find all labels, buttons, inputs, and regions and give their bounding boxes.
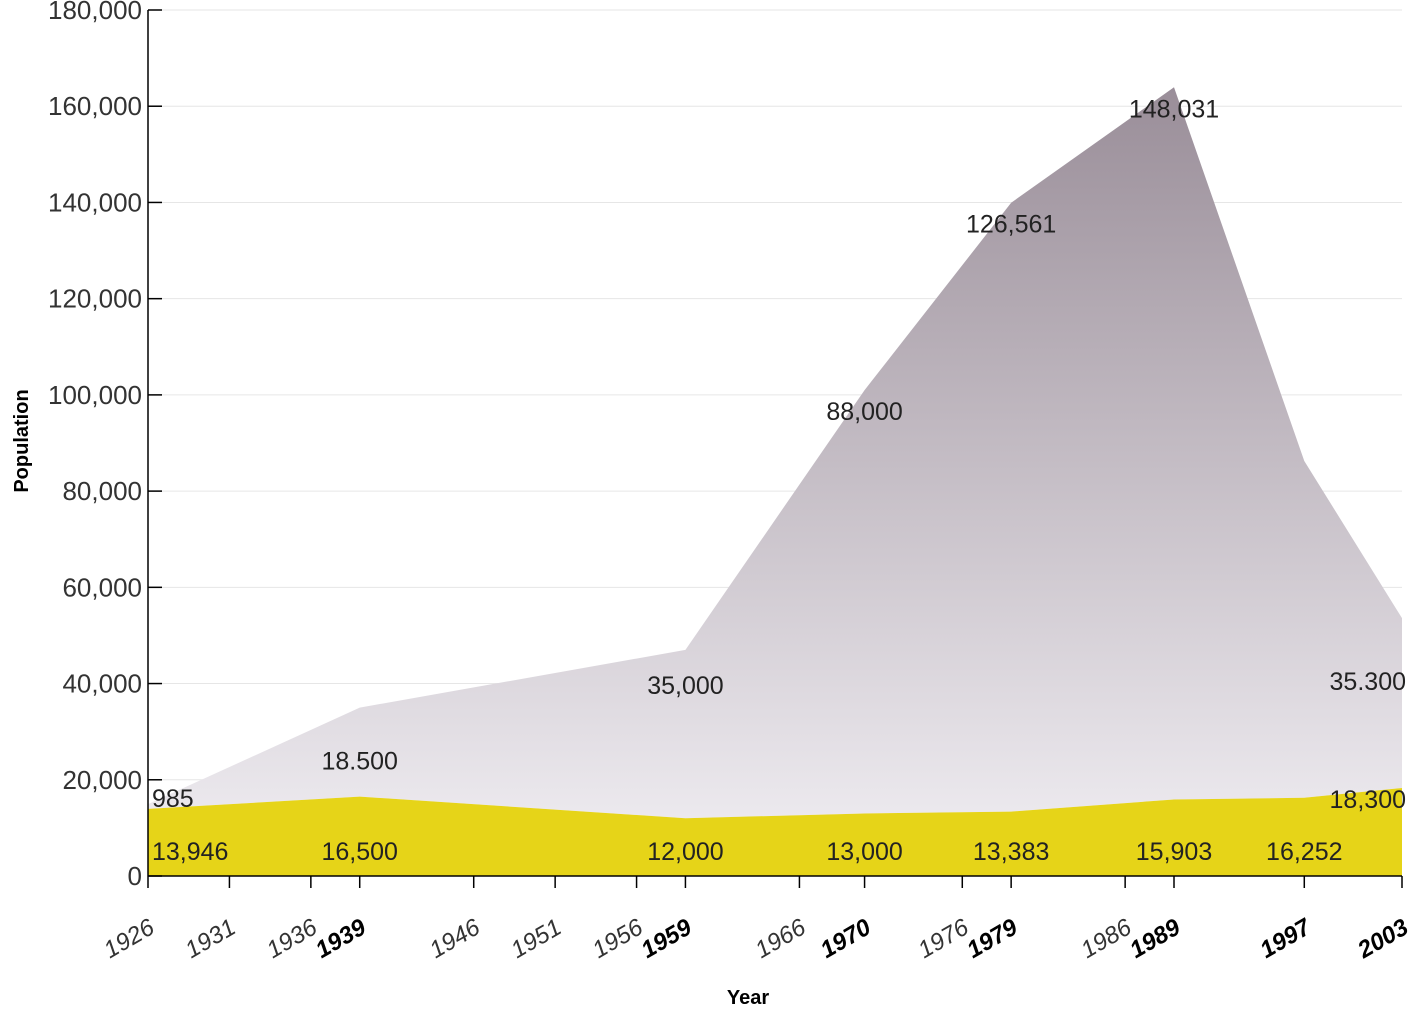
y-tick-label: 180,000 [48,0,142,25]
x-tick-label: 1939 [311,913,371,963]
data-label-gray: 88,000 [826,398,902,426]
x-tick-label: 1997 [1256,913,1317,964]
x-tick-label: 1951 [506,914,566,964]
y-tick-label: 0 [128,861,142,891]
data-label-gray: 126,561 [966,211,1056,239]
x-tick-label: 1989 [1125,913,1185,963]
x-tick-label: 1926 [99,913,159,963]
y-tick-label: 120,000 [48,284,142,314]
x-tick-label: 1979 [962,913,1022,963]
series-yellow-area [148,787,1402,876]
x-tick-label: 1959 [637,913,697,963]
y-tick-label: 60,000 [62,572,142,602]
data-label-yellow: 15,903 [1136,838,1212,866]
y-tick-label: 80,000 [62,476,142,506]
grid-lines [148,9,1402,781]
y-axis-title: Population [11,389,33,492]
data-label-yellow: 12,000 [647,838,723,866]
x-axis-title: Year [727,987,769,1009]
x-tick-label: 1966 [751,913,811,963]
y-tick-label: 100,000 [48,380,142,410]
x-tick-label: 2003 [1352,913,1413,964]
x-tick-label: 1970 [816,913,876,963]
y-tick-label: 140,000 [48,187,142,217]
series-gray-area [148,87,1402,819]
data-label-gray: 985 [152,785,194,813]
area-series [148,87,1402,876]
data-label-gray: 18.500 [321,748,397,776]
data-label-yellow: 16,252 [1266,838,1342,866]
data-label-yellow: 13,383 [973,838,1049,866]
data-label-yellow: 13,946 [152,838,228,866]
y-tick-label: 20,000 [62,765,142,795]
data-label-gray: 35,000 [647,672,723,700]
data-label-gray: 35.300 [1330,668,1406,696]
data-label-yellow: 18,300 [1330,786,1406,814]
x-tick-label: 1931 [181,914,241,964]
y-tick-label: 40,000 [62,669,142,699]
data-label-yellow: 13,000 [826,838,902,866]
data-labels: 13,946 985 16,500 18.500 12,000 35,000 13,000 8… [152,95,1406,866]
x-tick-label: 1946 [425,913,485,963]
data-label-gray: 148,031 [1129,95,1219,123]
y-tick-label: 160,000 [48,91,142,121]
data-label-yellow: 16,500 [321,838,397,866]
